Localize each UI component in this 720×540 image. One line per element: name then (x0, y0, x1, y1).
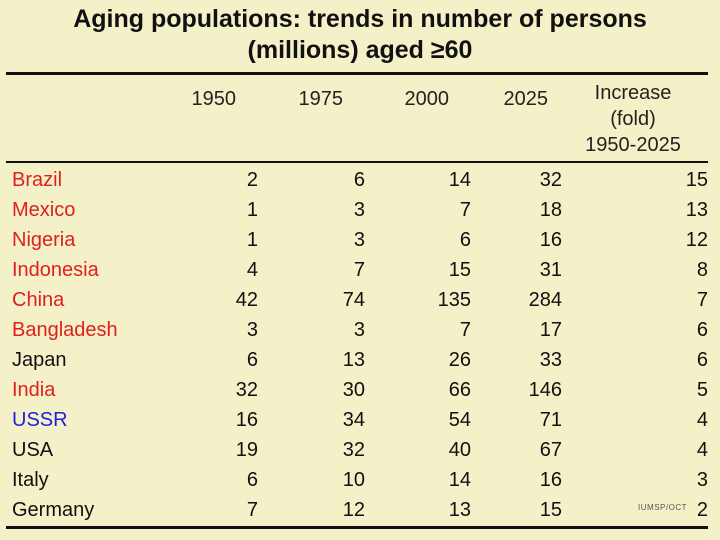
value-increase: 6 (696, 349, 708, 371)
bottom-rule (6, 526, 708, 529)
value-1950: 6 (246, 349, 258, 371)
header-2000: 2000 (404, 88, 450, 110)
value-2000: 13 (448, 499, 471, 521)
value-2000: 66 (448, 379, 471, 401)
header-rule (6, 161, 708, 163)
table-row: Indonesia 4 7 15 31 8 (0, 255, 720, 285)
value-1975: 10 (342, 469, 365, 491)
value-1975: 34 (342, 409, 365, 431)
value-increase: 5 (696, 379, 708, 401)
value-2000: 6 (459, 229, 471, 251)
table-row: Nigeria 1 3 6 16 12 (0, 225, 720, 255)
value-2000: 7 (459, 319, 471, 341)
value-1975: 13 (342, 349, 365, 371)
value-2000: 54 (448, 409, 471, 431)
country-label: Indonesia (12, 259, 99, 281)
country-label: Brazil (12, 169, 63, 191)
value-2025: 16 (539, 229, 562, 251)
value-2025: 146 (528, 379, 562, 401)
header-increase-line2: (fold) (610, 108, 656, 130)
table-row: China 42 74 135 284 7 (0, 285, 720, 315)
title-line-1: Aging populations: trends in number of p… (73, 5, 647, 33)
table-row: Brazil 2 6 14 32 15 (0, 165, 720, 195)
value-2025: 15 (539, 499, 562, 521)
value-1975: 30 (342, 379, 365, 401)
value-2025: 18 (539, 199, 562, 221)
value-1975: 3 (353, 229, 365, 251)
value-1950: 16 (235, 409, 258, 431)
country-label: Germany (12, 499, 95, 521)
value-1950: 4 (246, 259, 258, 281)
chart-title: Aging populations: trends in number of p… (0, 4, 720, 66)
country-label: China (12, 289, 65, 311)
credit-label: IUMSP/OCT (638, 503, 687, 512)
table-row: Italy 6 10 14 16 3 (0, 465, 720, 495)
value-1975: 3 (353, 199, 365, 221)
value-1950: 2 (246, 169, 258, 191)
value-2025: 67 (539, 439, 562, 461)
value-2000: 7 (459, 199, 471, 221)
header-increase: Increase (fold) 1950-2025 (568, 80, 698, 158)
country-label: USSR (12, 409, 68, 431)
table-row: Germany 7 12 13 15 2 (0, 495, 720, 525)
table-row: Bangladesh 3 3 7 17 6 (0, 315, 720, 345)
value-2025: 71 (539, 409, 562, 431)
table-row: Japan 6 13 26 33 6 (0, 345, 720, 375)
value-2000: 14 (448, 169, 471, 191)
value-1950: 1 (246, 229, 258, 251)
value-2000: 26 (448, 349, 471, 371)
value-2000: 15 (448, 259, 471, 281)
table-row: USSR 16 34 54 71 4 (0, 405, 720, 435)
value-increase: 6 (696, 319, 708, 341)
header-2025: 2025 (503, 88, 549, 110)
value-1975: 6 (353, 169, 365, 191)
value-increase: 2 (696, 499, 708, 521)
table-row: India 32 30 66 146 5 (0, 375, 720, 405)
country-label: Mexico (12, 199, 76, 221)
value-2025: 16 (539, 469, 562, 491)
value-increase: 8 (696, 259, 708, 281)
header-1975: 1975 (298, 88, 344, 110)
value-increase: 3 (696, 469, 708, 491)
value-increase: 12 (685, 229, 708, 251)
header-1950: 1950 (191, 88, 237, 110)
value-1950: 6 (246, 469, 258, 491)
value-1950: 1 (246, 199, 258, 221)
header-increase-line1: Increase (594, 82, 672, 104)
value-1950: 19 (235, 439, 258, 461)
country-label: India (12, 379, 56, 401)
value-increase: 4 (696, 409, 708, 431)
value-2025: 284 (528, 289, 562, 311)
table-row: USA 19 32 40 67 4 (0, 435, 720, 465)
value-1975: 7 (353, 259, 365, 281)
country-label: USA (12, 439, 54, 461)
value-1975: 32 (342, 439, 365, 461)
value-2000: 40 (448, 439, 471, 461)
value-2000: 14 (448, 469, 471, 491)
value-2025: 31 (539, 259, 562, 281)
value-2025: 17 (539, 319, 562, 341)
table-row: Mexico 1 3 7 18 13 (0, 195, 720, 225)
value-increase: 7 (696, 289, 708, 311)
value-1975: 3 (353, 319, 365, 341)
value-2025: 32 (539, 169, 562, 191)
value-1950: 7 (246, 499, 258, 521)
country-label: Japan (12, 349, 67, 371)
value-2000: 135 (437, 289, 471, 311)
value-increase: 13 (685, 199, 708, 221)
top-rule (6, 72, 708, 75)
country-label: Nigeria (12, 229, 76, 251)
title-line-2: (millions) aged ≥60 (247, 36, 473, 64)
country-label: Bangladesh (12, 319, 118, 341)
header-increase-line3: 1950-2025 (585, 134, 681, 156)
value-1950: 3 (246, 319, 258, 341)
value-1975: 74 (342, 289, 365, 311)
value-1950: 32 (235, 379, 258, 401)
value-2025: 33 (539, 349, 562, 371)
value-1950: 42 (235, 289, 258, 311)
country-label: Italy (12, 469, 49, 491)
value-increase: 4 (696, 439, 708, 461)
value-increase: 15 (685, 169, 708, 191)
value-1975: 12 (342, 499, 365, 521)
